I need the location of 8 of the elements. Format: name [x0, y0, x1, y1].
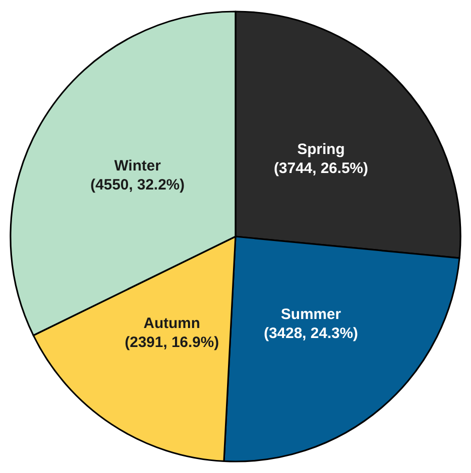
- slice-label: Autumn: [144, 314, 200, 332]
- data-label: (3744, 26.5%): [274, 160, 368, 177]
- slice-label: Winter: [114, 157, 161, 174]
- data-label: (3428, 24.3%): [264, 324, 358, 342]
- slice-label: Spring: [297, 140, 345, 158]
- data-label: (2391, 16.9%): [124, 334, 219, 351]
- data-label: (4550, 32.2%): [90, 176, 185, 194]
- slice-label: Summer: [280, 306, 342, 323]
